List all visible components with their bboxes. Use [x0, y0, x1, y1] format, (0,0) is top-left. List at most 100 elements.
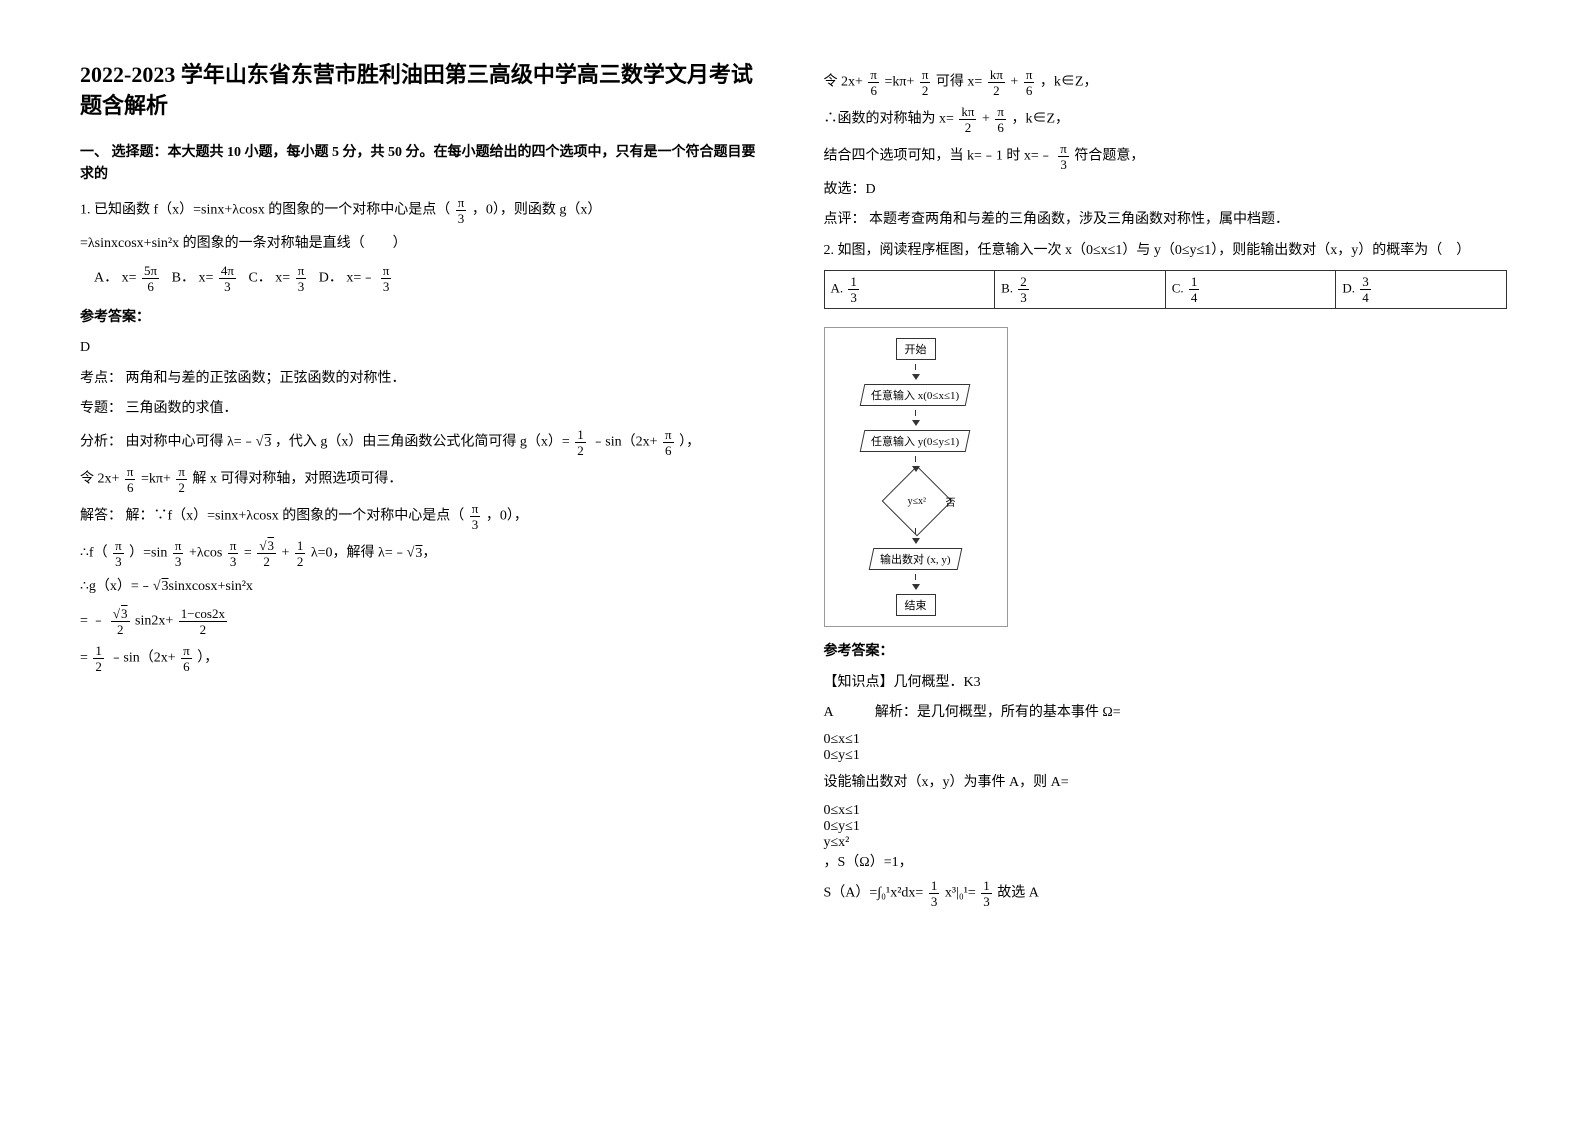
sol-m: = [80, 650, 88, 665]
r3b: 符合题意， [1074, 149, 1144, 164]
q1-fenxi2: 令 2x+ π 6 =kπ+ π 2 解 x 可得对称轴，对照选项可得． [80, 465, 764, 494]
q2-options-table: A. 1 3 B. 2 3 C. 1 [824, 270, 1508, 309]
sol-e: +λcos [189, 546, 222, 561]
q1-fenxi: 分析： 由对称中心可得 λ=﹣√3 ，代入 g（x）由三角函数公式化简可得 g（… [80, 428, 764, 457]
evA-a: 设能输出数对（x，y）为事件 A，则 A= [824, 775, 1069, 790]
q2-a-l: A. [831, 281, 844, 296]
part1-heading: 一、 选择题：本大题共 10 小题，每小题 5 分，共 50 分。在每小题给出的… [80, 142, 764, 187]
r-line1: 令 2x+ π 6 =kπ+ π 2 可得 x= kπ 2 + π 6 ，k∈Z… [824, 68, 1508, 97]
q1-zhuanti: 专题： 三角函数的求值． [80, 398, 764, 420]
pi3b: π 3 [468, 502, 483, 531]
sol-o: ）， [197, 650, 218, 665]
one-minus-cos: 1−cos2x 2 [177, 607, 229, 636]
q2-opt-b: B. 2 3 [995, 271, 1166, 309]
r1e: ，k∈Z， [1040, 75, 1098, 90]
sol-c: ∴f（ [80, 546, 108, 561]
fx-g: 解 x 可得对称轴，对照选项可得． [192, 472, 402, 487]
q2-opt-d: D. 3 4 [1336, 271, 1507, 309]
third2: 1 3 [979, 879, 994, 908]
fc-decision-wrap: y≤x² 否 [892, 476, 940, 524]
pi6: π 6 [661, 428, 676, 457]
evA-b: ，S（Ω）=1， [824, 855, 913, 870]
q1-stem-c: =λsinxcosx+sin²x 的图象的一条对称轴是直线（ ） [80, 233, 764, 255]
pi3d: π 3 [171, 539, 186, 568]
q2-a-frac: 1 3 [846, 275, 861, 304]
kpi2: kπ 2 [986, 68, 1007, 97]
sol-f: = [244, 546, 252, 561]
pi-over-3: π 3 [454, 196, 469, 225]
r1c: 可得 x= [936, 75, 982, 90]
q1-gx: ∴g（x）=﹣√3sinxcosx+sin²x [80, 576, 764, 598]
fc-input-x: 任意输入 x(0≤x≤1) [860, 384, 971, 406]
sol-plus: + [281, 546, 289, 561]
fc-no-label: 否 [946, 494, 956, 509]
omega-l2: 0≤y≤1 [824, 748, 1508, 764]
sA-b: 故选 A [997, 885, 1039, 900]
opt-b-frac: 4π 3 [217, 264, 238, 293]
fx-d: ）， [679, 435, 700, 450]
fc-input-y: 任意输入 y(0≤y≤1) [860, 430, 971, 452]
pi6r2: π 6 [1022, 68, 1037, 97]
q2-d-frac: 3 4 [1358, 275, 1373, 304]
fc-end: 结束 [896, 594, 936, 616]
pi2: π 2 [174, 465, 189, 494]
right-column: 令 2x+ π 6 =kπ+ π 2 可得 x= kπ 2 + π 6 ，k∈Z… [824, 60, 1508, 916]
q1-kaodian: 考点： 两角和与差的正弦函数；正弦函数的对称性． [80, 368, 764, 390]
sA-mid: x³|₀¹= [945, 885, 976, 900]
opt-a-label: A． [94, 270, 118, 285]
q1-options: A． x= 5π 6 B． x= 4π 3 C． x= π 3 D． x=﹣ [94, 264, 764, 293]
sol-n: ﹣sin（2x+ [109, 650, 175, 665]
opt-c-frac: π 3 [294, 264, 309, 293]
q1-jieda-1: 解答： 解：∵f（x）=sinx+λcosx 的图象的一个对称中心是点（ π 3… [80, 502, 764, 531]
q1-step2: = 1 2 ﹣sin（2x+ π 6 ）， [80, 644, 764, 673]
fx-e: 令 2x+ [80, 472, 119, 487]
r-line2: ∴函数的对称轴为 x= kπ 2 + π 6 ，k∈Z， [824, 105, 1508, 134]
q2-c-l: C. [1172, 281, 1184, 296]
r2c: ，k∈Z， [1011, 112, 1069, 127]
fc-line2 [915, 410, 916, 416]
sol-g: λ=0，解得 λ=﹣ [311, 546, 407, 561]
r3a: 结合四个选项可知，当 k=﹣1 时 x=﹣ [824, 149, 1053, 164]
sol-b: ，0）， [486, 509, 528, 524]
r2b: + [982, 112, 990, 127]
q2-opt-c: C. 1 4 [1165, 271, 1336, 309]
opt-d-frac: π 3 [379, 264, 394, 293]
q2-ans-line: A 解析：是几何概型，所有的基本事件 Ω= [824, 702, 1508, 724]
q1-stem-b: ，0），则函数 g（x） [472, 203, 602, 218]
half: 1 2 [573, 428, 588, 457]
fx-f: =kπ+ [141, 472, 171, 487]
r-dianping: 点评： 本题考查两角和与差的三角函数，涉及三角函数对称性，属中档题． [824, 209, 1508, 231]
fc-arrow4 [912, 538, 920, 544]
opt-c-label: C． [248, 270, 271, 285]
opt-d-x: x=﹣ [346, 270, 375, 285]
sol-a: 解答： 解：∵f（x）=sinx+λcosx 的图象的一个对称中心是点（ [80, 509, 464, 524]
q2-event-a: 设能输出数对（x，y）为事件 A，则 A= [824, 772, 1508, 794]
r-line3: 结合四个选项可知，当 k=﹣1 时 x=﹣ π 3 符合题意， [824, 142, 1508, 171]
fc-line [915, 364, 916, 370]
omega-l1: 0≤x≤1 [824, 732, 1508, 748]
opt-c-x: x= [275, 270, 290, 285]
sqrt3over2: √3 2 [255, 539, 278, 568]
fx-b: ，代入 g（x）由三角函数公式化简可得 g（x）= [275, 435, 570, 450]
a-l2: 0≤y≤1 [824, 819, 1508, 835]
r-line4: 故选：D [824, 179, 1508, 201]
q2-b-l: B. [1001, 281, 1013, 296]
fc-decision: y≤x² [881, 466, 952, 537]
pi3r: π 3 [1056, 142, 1071, 171]
q2-d-l: D. [1342, 281, 1355, 296]
fc-arrow2 [912, 420, 920, 426]
sol-i: ∴g（x）=﹣ [80, 579, 153, 594]
pi6b: π 6 [123, 465, 138, 494]
kpi2b: kπ 2 [957, 105, 978, 134]
fc-line3 [915, 456, 916, 462]
q1-stem-a: 1. 已知函数 f（x）=sinx+λcosx 的图象的一个对称中心是点（ [80, 203, 450, 218]
q1-stem: 1. 已知函数 f（x）=sinx+λcosx 的图象的一个对称中心是点（ π … [80, 196, 764, 225]
sol-l: sin2x+ [135, 613, 173, 628]
q1-step1: = ﹣ √3 2 sin2x+ 1−cos2x 2 [80, 607, 764, 636]
r2a: ∴函数的对称轴为 x= [824, 112, 954, 127]
q2-b-frac: 2 3 [1016, 275, 1031, 304]
sol-h: ， [422, 546, 436, 561]
q2-opt-a: A. 1 3 [824, 271, 995, 309]
half3: 1 2 [91, 644, 106, 673]
q1-jieda-2: ∴f（ π 3 ）=sin π 3 +λcos π 3 = √3 2 + 1 [80, 539, 764, 568]
